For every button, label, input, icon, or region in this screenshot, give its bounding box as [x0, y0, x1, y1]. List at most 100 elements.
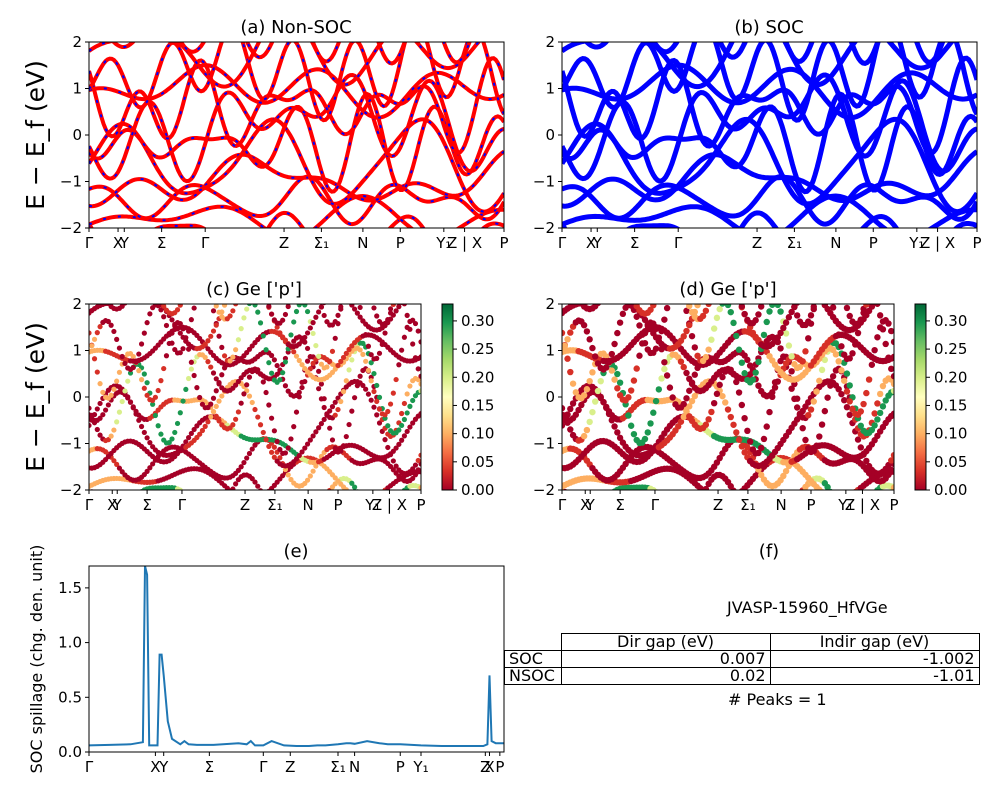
band-point [210, 370, 217, 376]
band-point [564, 355, 571, 362]
band-point [302, 365, 308, 372]
band-point [246, 450, 253, 457]
band-point [396, 304, 402, 310]
x-tick-label: Γ [178, 496, 187, 514]
band-point [252, 479, 258, 485]
y-tick-label: −2 [533, 481, 555, 499]
band-point [233, 382, 239, 388]
colorbar-gradient [914, 303, 927, 491]
band-point [105, 402, 111, 408]
band-point [813, 442, 820, 449]
band-point [733, 429, 740, 436]
band-point [227, 488, 233, 490]
band-point [213, 376, 219, 382]
band-point [111, 427, 117, 433]
y-tick-label: 0.0 [58, 743, 82, 761]
band-point [199, 427, 206, 434]
band-point [197, 394, 203, 401]
band-point [805, 335, 812, 342]
band-point [879, 326, 887, 333]
band-point [138, 341, 145, 347]
band-point [371, 305, 377, 311]
band-point [296, 304, 302, 308]
band-point [752, 317, 759, 324]
band-point [266, 443, 272, 450]
band-point [793, 312, 801, 319]
band-point [404, 312, 410, 318]
band-point [332, 319, 338, 325]
x-tick-label: Z | X [447, 234, 482, 252]
band-point [829, 373, 837, 380]
gap-table-row: NSOC 0.02 -1.01 [504, 667, 980, 685]
band-point [636, 352, 643, 359]
band-point [304, 308, 311, 315]
x-tick-label: Σ₁ [314, 234, 330, 252]
band-point [415, 467, 421, 473]
band-point [299, 362, 305, 368]
band-point [569, 400, 577, 407]
band-point [216, 380, 222, 386]
band-point [741, 370, 748, 377]
band-point [793, 404, 801, 411]
panel-e [85, 565, 505, 756]
peaks-count: # Peaks = 1 [728, 690, 827, 709]
band-point [393, 376, 399, 383]
band-point [816, 433, 823, 440]
x-tick-label: Σ [157, 234, 166, 252]
band-point [158, 378, 164, 384]
band-point [669, 394, 676, 401]
y-tick-label: −1 [60, 173, 82, 191]
x-tick-label: X [580, 496, 590, 514]
band-point [310, 433, 316, 439]
band-point [177, 350, 183, 356]
colorbar-tick-label: 0.05 [934, 453, 967, 471]
band-point [194, 385, 200, 391]
band-point [562, 405, 566, 412]
band-line [562, 149, 977, 209]
band-point [191, 305, 197, 311]
band-point [169, 436, 175, 442]
x-tick-label: Σ [630, 234, 639, 252]
band-point [401, 400, 407, 407]
band-point [100, 412, 106, 418]
band-point [318, 361, 324, 367]
band-point [210, 409, 217, 415]
band-point [177, 330, 183, 336]
band-point [332, 335, 338, 341]
band-point [335, 362, 341, 369]
band-point [412, 472, 419, 478]
band-point [257, 422, 264, 428]
band-point [114, 461, 120, 467]
gap-table-row-label: NSOC [504, 667, 562, 685]
colorbar-tick-label: 0.10 [934, 425, 967, 443]
y-tick-label: 2 [545, 33, 555, 51]
band-point [374, 382, 380, 389]
band-point [89, 330, 92, 336]
band-point [412, 355, 419, 361]
band-point [144, 380, 150, 386]
band-point [876, 390, 884, 398]
band-point [708, 408, 715, 416]
band-point [788, 385, 795, 392]
band-point [299, 384, 305, 391]
band-point [91, 356, 98, 362]
band-point [562, 412, 568, 419]
band-point [352, 484, 358, 490]
band-point [652, 397, 660, 405]
band-point [677, 358, 685, 365]
band-point [188, 366, 194, 372]
band-point [785, 314, 793, 321]
band-point [263, 347, 269, 353]
band-point [686, 321, 693, 329]
band-point [230, 354, 236, 360]
band-point [97, 400, 103, 407]
band-point [210, 395, 217, 401]
band-point [663, 304, 671, 312]
x-tick-label: Γ [201, 234, 210, 252]
band-point [313, 463, 319, 469]
band-point [340, 443, 347, 449]
band-point [114, 336, 120, 342]
band-point [141, 371, 147, 377]
x-tick-label: Σ [142, 496, 151, 514]
band-point [357, 373, 363, 379]
